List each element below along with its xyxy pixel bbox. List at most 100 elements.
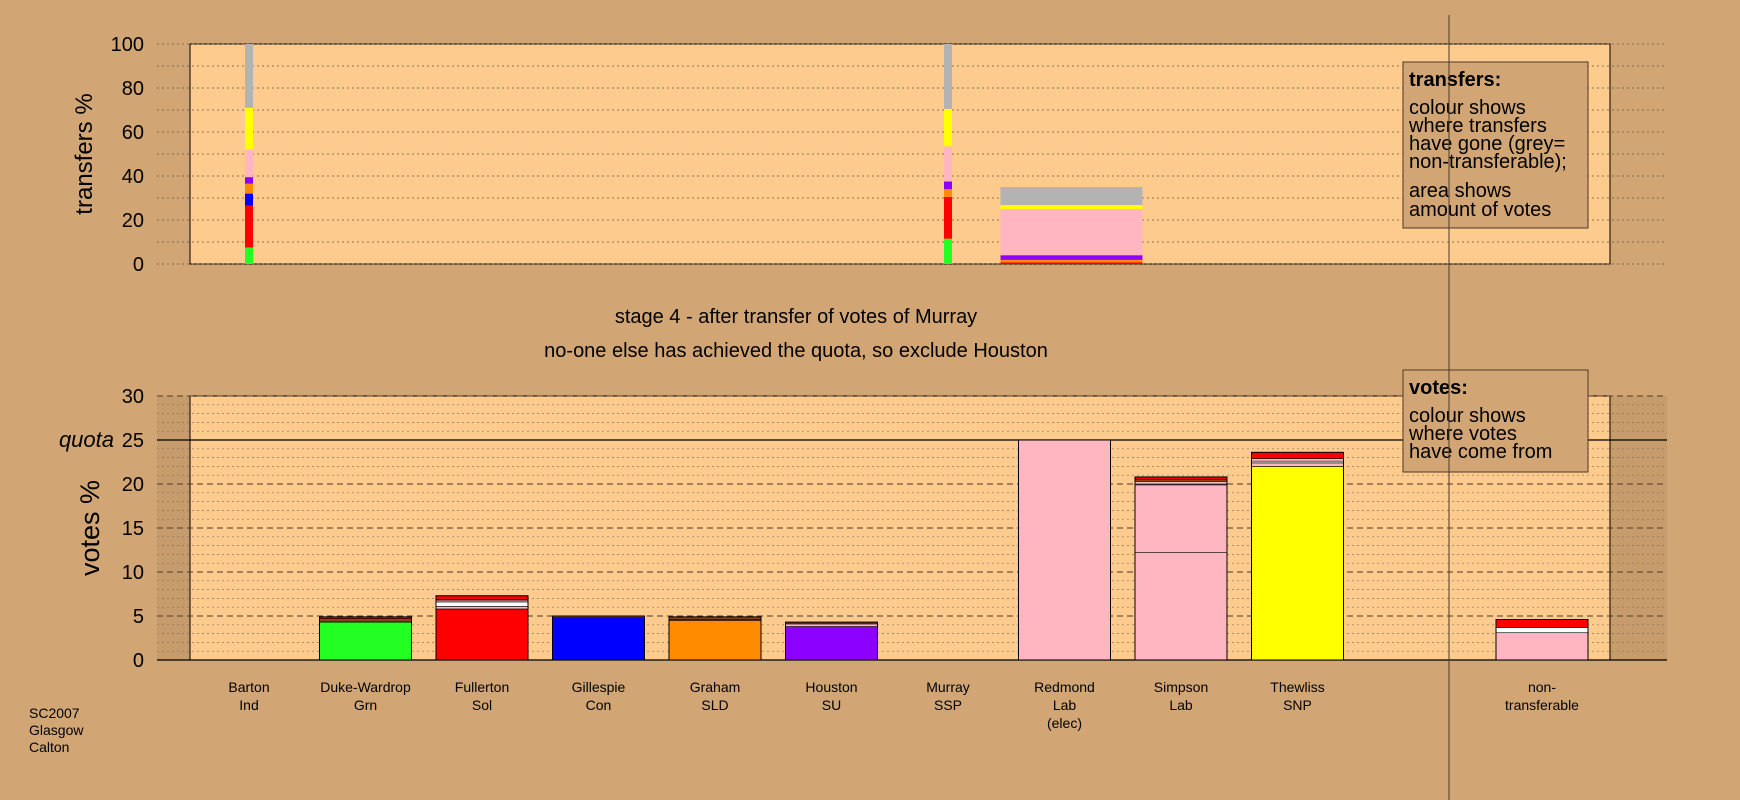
transfer-segment-barton bbox=[245, 193, 253, 206]
vote-bar-duke-wardrop bbox=[319, 616, 412, 661]
transfer-segment-barton bbox=[245, 177, 253, 184]
votes-y-tick: 30 bbox=[122, 386, 144, 408]
transfers-y-tick: 0 bbox=[133, 254, 144, 276]
category-label-barton: Barton bbox=[228, 679, 269, 695]
category-label-graham: Graham bbox=[690, 679, 741, 695]
vote-segment-non- bbox=[1495, 627, 1589, 634]
transfer-segment-murray bbox=[944, 108, 952, 147]
transfer-segment-barton bbox=[245, 107, 253, 150]
vote-segment-thewliss bbox=[1251, 452, 1344, 459]
vote-segment-simpson bbox=[1134, 552, 1228, 661]
category-label-barton: Ind bbox=[239, 697, 258, 713]
transfer-segment-murray bbox=[944, 238, 952, 264]
vote-segment-fullerton bbox=[435, 606, 529, 610]
transfer-segment-redmond bbox=[1000, 255, 1143, 259]
vote-segment-gillespie bbox=[552, 617, 645, 661]
transfers-legend bbox=[1402, 61, 1589, 229]
vote-bar-simpson bbox=[1134, 476, 1228, 661]
transfer-segment-barton bbox=[245, 183, 253, 194]
transfers-y-tick: 80 bbox=[122, 78, 144, 100]
category-label-non-: non- bbox=[1528, 679, 1556, 695]
transfer-segment-redmond bbox=[1000, 262, 1143, 264]
vote-bar-gillespie bbox=[552, 615, 645, 661]
category-label-fullerton: Sol bbox=[472, 697, 492, 713]
vote-segment-non- bbox=[1495, 632, 1589, 661]
votes-y-label: votes % bbox=[75, 480, 105, 576]
transfers-legend-line: have gone (grey= bbox=[1409, 133, 1565, 155]
votes-legend-box bbox=[1402, 369, 1589, 473]
category-label-gillespie: Con bbox=[586, 697, 612, 713]
vote-segment-duke-wardrop bbox=[319, 618, 412, 622]
vote-bar-houston bbox=[785, 621, 878, 661]
category-label-duke-wardrop: Duke-Wardrop bbox=[320, 679, 411, 695]
votes-legend bbox=[1402, 369, 1589, 473]
transfer-segment-barton bbox=[245, 247, 253, 264]
vote-bar-graham bbox=[668, 616, 762, 661]
category-label-thewliss: Thewliss bbox=[1270, 679, 1324, 695]
category-label-murray: Murray bbox=[926, 679, 970, 695]
vote-segment-houston bbox=[785, 626, 878, 661]
transfers-legend-line: area shows bbox=[1409, 180, 1511, 202]
transfer-segment-barton bbox=[245, 149, 253, 178]
transfers-y-tick: 100 bbox=[111, 34, 144, 56]
transfers-legend-title: transfers: bbox=[1409, 69, 1501, 91]
votes-y-tick: 15 bbox=[122, 518, 144, 540]
vote-segment-thewliss bbox=[1251, 458, 1344, 462]
category-label-simpson: Lab bbox=[1169, 697, 1193, 713]
vote-bar-thewliss bbox=[1251, 451, 1344, 661]
vote-segment-graham bbox=[668, 620, 762, 661]
vote-segment-duke-wardrop bbox=[319, 621, 412, 661]
vote-segment-non- bbox=[1495, 619, 1589, 628]
category-label-non-: transferable bbox=[1505, 697, 1579, 713]
category-label-simpson: Simpson bbox=[1154, 679, 1208, 695]
transfers-legend-line: non-transferable); bbox=[1409, 151, 1567, 173]
category-label-redmond: Lab bbox=[1053, 697, 1077, 713]
category-label-houston: SU bbox=[822, 697, 841, 713]
transfer-segment-murray bbox=[944, 196, 952, 239]
region-line-1: SC2007 bbox=[29, 705, 80, 721]
transfers-y-label: transfers % bbox=[71, 93, 98, 214]
transfer-segment-redmond bbox=[1000, 258, 1143, 260]
transfers-legend-line: amount of votes bbox=[1409, 199, 1551, 221]
transfer-segment-redmond bbox=[1000, 259, 1143, 263]
vote-segment-thewliss bbox=[1251, 462, 1344, 467]
category-label-gillespie: Gillespie bbox=[572, 679, 626, 695]
quota-label: quota bbox=[59, 427, 114, 452]
transfers-legend-box bbox=[1402, 61, 1589, 229]
category-label-thewliss: SNP bbox=[1283, 697, 1312, 713]
transfer-segment-barton bbox=[245, 44, 253, 108]
category-label-graham: SLD bbox=[701, 697, 728, 713]
votes-y-tick: 10 bbox=[122, 562, 144, 584]
transfer-segment-murray bbox=[944, 181, 952, 190]
transfer-segment-murray bbox=[944, 44, 952, 109]
vote-segment-fullerton bbox=[435, 601, 529, 607]
category-label-redmond: (elec) bbox=[1047, 715, 1082, 731]
votes-legend-line: colour shows bbox=[1409, 405, 1526, 427]
votes-y-tick: 25 bbox=[122, 430, 144, 452]
category-label-houston: Houston bbox=[805, 679, 857, 695]
votes-legend-line: have come from bbox=[1409, 441, 1552, 463]
transfer-segment-murray bbox=[944, 146, 952, 182]
transfers-legend-line: where transfers bbox=[1408, 115, 1547, 137]
vote-segment-simpson bbox=[1134, 484, 1228, 553]
transfers-y-tick: 60 bbox=[122, 122, 144, 144]
transfer-segment-redmond bbox=[1000, 205, 1143, 209]
region-line-2: Glasgow bbox=[29, 722, 84, 738]
vote-segment-redmond bbox=[1018, 439, 1111, 661]
transfer-segment-barton bbox=[245, 205, 253, 248]
votes-legend-line: where votes bbox=[1408, 423, 1517, 445]
stage-title: stage 4 - after transfer of votes of Mur… bbox=[615, 306, 977, 328]
votes-y-tick: 20 bbox=[122, 474, 144, 496]
vote-bar-non- bbox=[1495, 619, 1589, 661]
vote-bar-redmond bbox=[1018, 439, 1111, 661]
votes-legend-title: votes: bbox=[1409, 377, 1468, 399]
category-label-murray: SSP bbox=[934, 697, 962, 713]
vote-segment-houston bbox=[785, 623, 878, 627]
stage-note: no-one else has achieved the quota, so e… bbox=[544, 340, 1048, 362]
vote-segment-fullerton bbox=[435, 595, 529, 600]
transfers-y-tick: 40 bbox=[122, 166, 144, 188]
vote-bar-fullerton bbox=[435, 595, 529, 661]
vote-segment-thewliss bbox=[1251, 466, 1344, 661]
vote-segment-fullerton bbox=[435, 608, 529, 661]
region-line-3: Calton bbox=[29, 739, 70, 755]
